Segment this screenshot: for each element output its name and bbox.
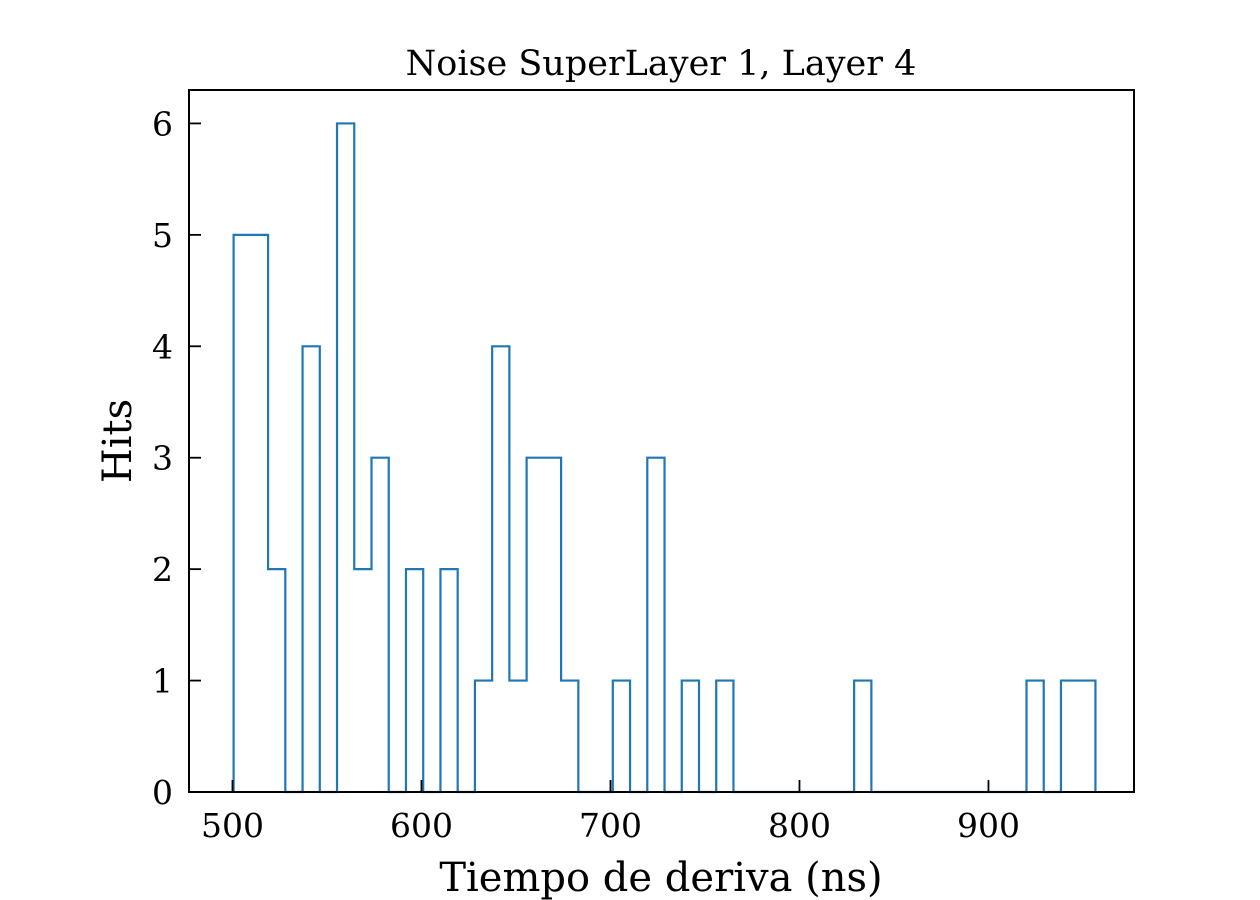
histogram-outline: [232, 122, 1097, 794]
y-tick-label: 2: [152, 550, 173, 589]
x-axis: 500 600 700 800 900: [201, 780, 1020, 845]
y-tick-label: 6: [152, 104, 173, 143]
y-tick-label: 3: [152, 439, 173, 478]
y-tick-label: 1: [152, 662, 173, 701]
chart-title: Noise SuperLayer 1, Layer 4: [406, 44, 917, 84]
x-tick-label: 900: [957, 806, 1020, 845]
y-axis-label: Hits: [95, 399, 141, 483]
y-tick-label: 4: [152, 327, 173, 366]
plot-area: [232, 122, 1097, 794]
x-tick-label: 800: [768, 806, 831, 845]
x-tick-label: 700: [579, 806, 642, 845]
y-tick-label: 5: [152, 216, 173, 255]
y-tick-label: 0: [152, 773, 173, 812]
x-axis-label: Tiempo de deriva (ns): [439, 855, 882, 900]
x-tick-label: 500: [201, 806, 264, 845]
plot-frame: [188, 89, 1135, 793]
y-axis: 0 1 2 3 4 5 6: [152, 104, 201, 812]
x-tick-label: 600: [390, 806, 453, 845]
